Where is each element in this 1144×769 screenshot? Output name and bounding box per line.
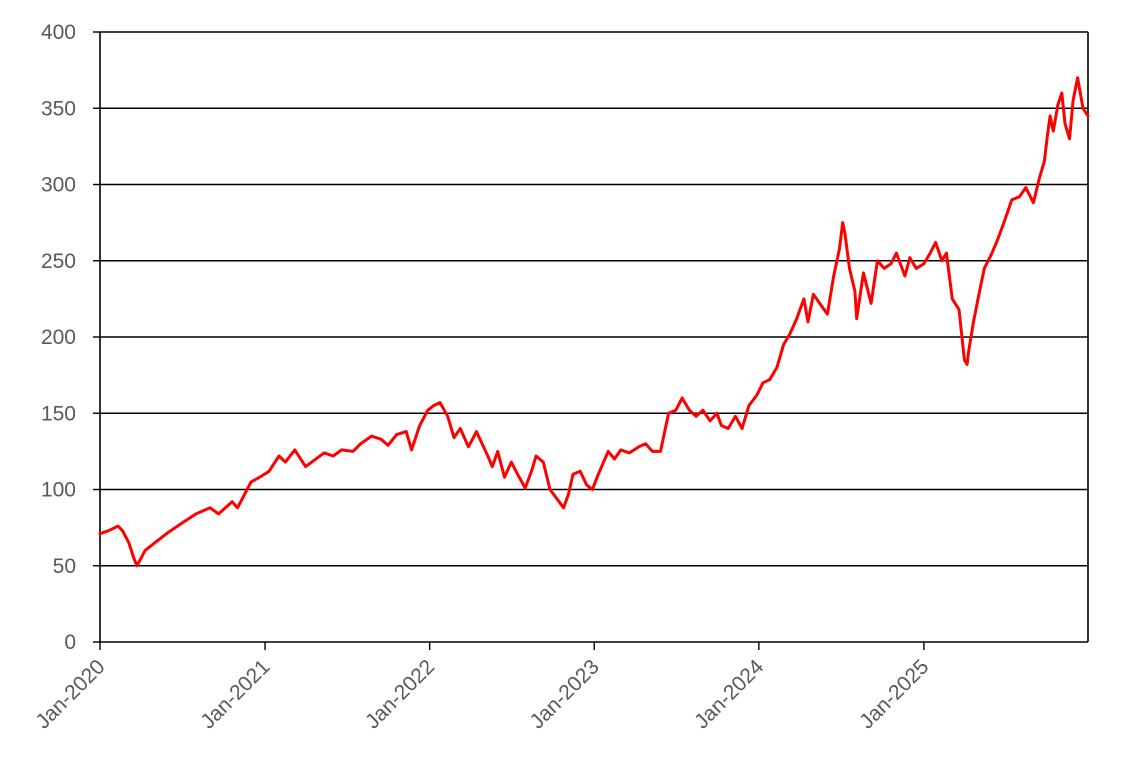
- y-tick-label: 350: [41, 97, 76, 120]
- y-tick-label: 250: [41, 250, 76, 273]
- gridlines: [100, 31, 1088, 567]
- y-tick-label: 150: [41, 402, 76, 425]
- y-tick-label: 100: [41, 479, 76, 502]
- series-layer: [98, 76, 1090, 568]
- y-tick-label: 50: [53, 555, 76, 578]
- axes: [93, 31, 1089, 650]
- y-tick-label: 200: [41, 326, 76, 349]
- y-tick-label: 300: [41, 174, 76, 197]
- y-axis-tick-labels: 0 50 100 150 200 250 300 350 400: [41, 21, 76, 654]
- series-line-0: [98, 76, 1090, 568]
- y-tick-label: 0: [64, 631, 76, 654]
- y-tick-label: 400: [41, 21, 76, 44]
